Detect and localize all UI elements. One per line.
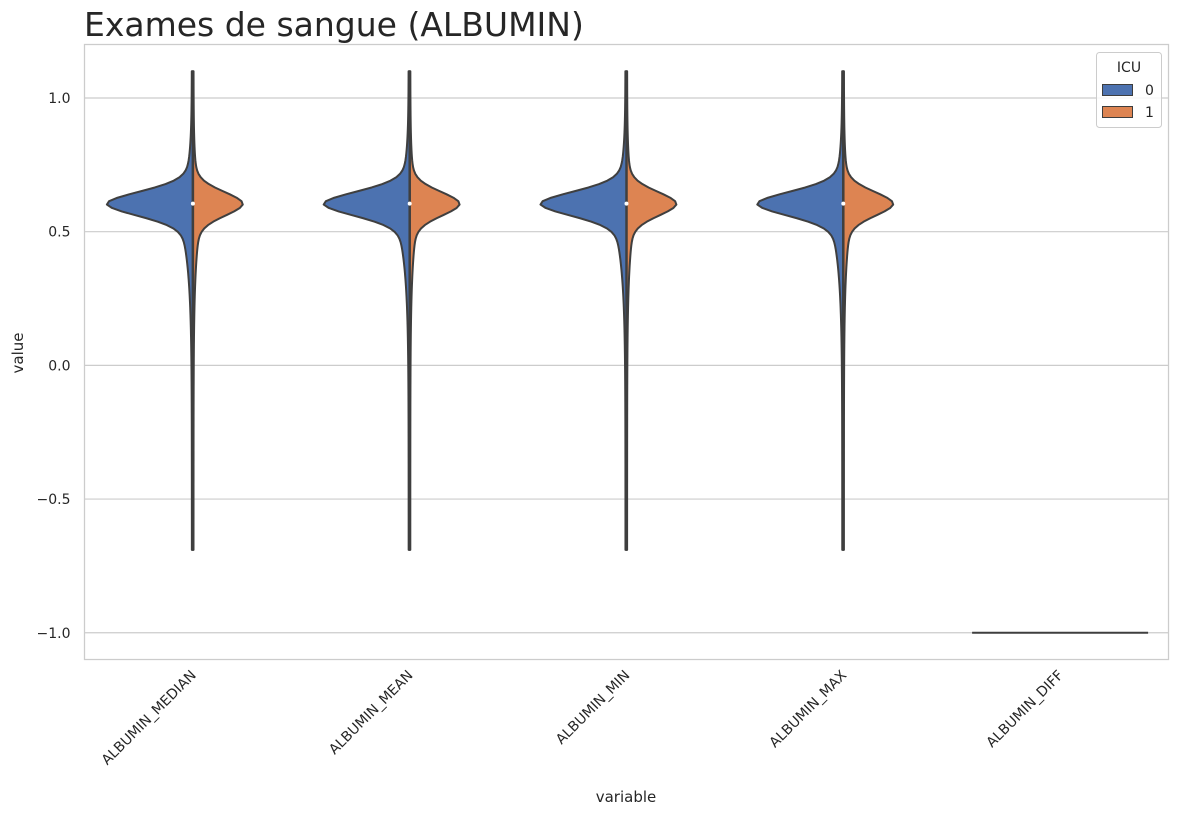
legend-label-1: 1	[1145, 105, 1154, 121]
x-tick-label: ALBUMIN_MAX	[767, 667, 851, 751]
legend-swatch-0	[1102, 84, 1133, 96]
violin-half-ALBUMIN_MAX-icu-1	[842, 70, 895, 551]
y-tick-label: 1.0	[48, 91, 70, 107]
violins-group	[105, 70, 1149, 634]
violin-half-ALBUMIN_MEAN-icu-0	[322, 70, 411, 551]
x-tick-label: ALBUMIN_MIN	[553, 668, 633, 748]
y-axis-label: value	[9, 333, 27, 374]
median-point	[190, 201, 195, 206]
chart-title: Exames de sangue (ALBUMIN)	[84, 5, 584, 44]
x-tick-labels: ALBUMIN_MEDIAN ALBUMIN_MEAN ALBUMIN_MIN ALB…	[99, 667, 1067, 768]
median-point	[624, 201, 629, 206]
legend-swatch-1	[1102, 106, 1133, 118]
y-tick-label: −0.5	[37, 492, 71, 508]
violin-half-ALBUMIN_MIN-icu-1	[625, 70, 678, 551]
violin-half-ALBUMIN_MEDIAN-icu-0	[105, 70, 194, 551]
legend: ICU 0 1	[1096, 52, 1162, 128]
y-tick-labels: 1.0 0.5 0.0 −0.5 −1.0	[37, 91, 71, 642]
violin-half-ALBUMIN_MIN-icu-0	[539, 70, 628, 551]
violin-half-ALBUMIN_MEDIAN-icu-1	[191, 70, 244, 551]
y-tick-label: −1.0	[37, 626, 71, 642]
x-tick-label: ALBUMIN_MEAN	[326, 668, 416, 758]
median-point	[841, 201, 846, 206]
x-axis-label: variable	[596, 788, 657, 806]
legend-label-0: 0	[1145, 83, 1154, 99]
median-point	[407, 201, 412, 206]
violin-half-ALBUMIN_MAX-icu-0	[756, 70, 845, 551]
x-tick-label: ALBUMIN_MEDIAN	[99, 668, 200, 769]
y-tick-label: 0.0	[48, 358, 70, 374]
x-tick-label: ALBUMIN_DIFF	[984, 668, 1067, 751]
y-tick-label: 0.5	[48, 225, 70, 241]
legend-title: ICU	[1117, 60, 1141, 76]
plot-frame	[83, 43, 1170, 661]
violin-half-ALBUMIN_MEAN-icu-1	[408, 70, 461, 551]
